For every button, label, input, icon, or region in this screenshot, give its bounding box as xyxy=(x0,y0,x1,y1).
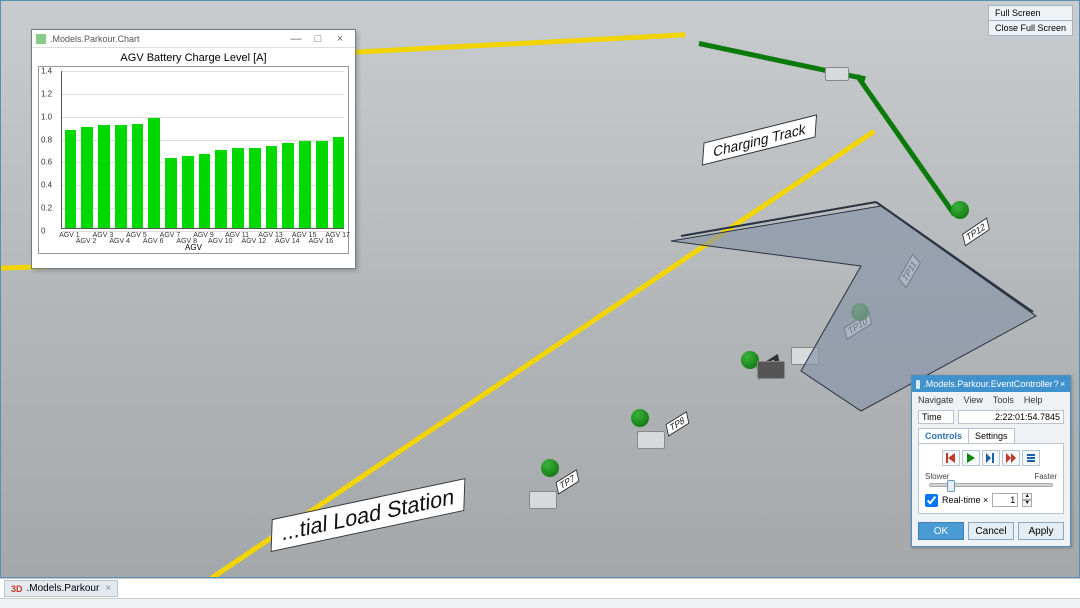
chart-title: AGV Battery Charge Level [A] xyxy=(38,52,349,64)
bottom-tab[interactable]: 3D .Models.Parkour × xyxy=(4,580,118,597)
label-charging-track: Charging Track xyxy=(702,114,817,165)
tab-prefix: 3D xyxy=(11,584,23,594)
play-button[interactable] xyxy=(962,450,980,466)
controller-title: .Models.Parkour.EventController xyxy=(923,379,1053,389)
speed-slider[interactable] xyxy=(929,483,1053,487)
slider-knob[interactable] xyxy=(947,480,955,492)
chart-ytick: 1.2 xyxy=(41,89,52,98)
chart-ytick: 0.4 xyxy=(41,181,52,190)
agv-icon xyxy=(637,431,665,449)
agv-icon xyxy=(825,67,849,81)
chart-xtick: AGV 16 xyxy=(309,238,334,245)
step-button[interactable] xyxy=(982,450,1000,466)
chart-ytick: 1.4 xyxy=(41,67,52,76)
chart-xtick: AGV 12 xyxy=(242,238,267,245)
chart-bar xyxy=(316,141,328,228)
menu-view[interactable]: View xyxy=(964,395,983,405)
menu-help[interactable]: Help xyxy=(1024,395,1043,405)
help-button[interactable]: ? xyxy=(1053,379,1060,389)
tree-icon xyxy=(631,409,649,427)
time-value: 2:22:01:54.7845 xyxy=(958,410,1064,424)
minimize-button[interactable]: — xyxy=(285,33,307,45)
chart-bar xyxy=(266,146,278,228)
chart-xtick: AGV 6 xyxy=(143,238,164,245)
reset-button[interactable] xyxy=(942,450,960,466)
chart-bar xyxy=(65,130,77,228)
track-charging-2 xyxy=(855,74,957,216)
realtime-step-up[interactable]: ▴ xyxy=(1022,493,1032,500)
chart-bar xyxy=(182,156,194,228)
chart-bar xyxy=(299,141,311,228)
slower-label: Slower xyxy=(925,472,949,481)
chart-ytick: 1.0 xyxy=(41,112,52,121)
event-controller-window[interactable]: .Models.Parkour.EventController ? × Navi… xyxy=(911,375,1071,547)
agv-icon xyxy=(529,491,557,509)
chart-window[interactable]: .Models.Parkour.Chart — □ × AGV Battery … xyxy=(31,29,356,269)
label-tp7: TP7 xyxy=(556,469,579,494)
chart-window-title: .Models.Parkour.Chart xyxy=(50,34,140,44)
chart-bar xyxy=(282,143,294,228)
ok-button[interactable]: OK xyxy=(918,522,964,540)
chart-ytick: 0.6 xyxy=(41,158,52,167)
chart-bar xyxy=(132,124,144,228)
chart-ytick: 0 xyxy=(41,227,45,236)
close-fullscreen-button[interactable]: Close Full Screen xyxy=(988,20,1073,36)
close-button[interactable]: × xyxy=(1059,379,1066,389)
tab-controls[interactable]: Controls xyxy=(918,428,969,443)
chart-bar xyxy=(249,148,261,228)
chart-ytick: 0.8 xyxy=(41,135,52,144)
realtime-label: Real-time × xyxy=(942,495,988,505)
chart-bar xyxy=(215,150,227,228)
chart-xtick: AGV 10 xyxy=(208,238,233,245)
chart-bar xyxy=(148,118,160,228)
realtime-step-down[interactable]: ▾ xyxy=(1022,500,1032,507)
cancel-button[interactable]: Cancel xyxy=(968,522,1014,540)
chart-bar xyxy=(333,137,345,228)
chart-bar xyxy=(98,125,110,228)
controller-menu: Navigate View Tools Help xyxy=(912,392,1070,408)
faster-label: Faster xyxy=(1034,472,1057,481)
chart-xtick: AGV 14 xyxy=(275,238,300,245)
bottom-tab-bar: 3D .Models.Parkour × xyxy=(0,578,1080,598)
controls-panel: Slower Faster Real-time × ▴ ▾ xyxy=(918,443,1064,514)
chart-ytick: 0.2 xyxy=(41,204,52,213)
time-label: Time xyxy=(918,410,954,424)
apply-button[interactable]: Apply xyxy=(1018,522,1064,540)
close-button[interactable]: × xyxy=(329,33,351,45)
maximize-button[interactable]: □ xyxy=(307,33,329,45)
viewport-3d[interactable]: Charging Track ...tial Load Station TP7 … xyxy=(0,0,1080,578)
menu-tools[interactable]: Tools xyxy=(993,395,1014,405)
tree-icon xyxy=(541,459,559,477)
chart-xtick: AGV 2 xyxy=(76,238,97,245)
chart-titlebar[interactable]: .Models.Parkour.Chart — □ × xyxy=(32,30,355,48)
chart-area: AGV 00.20.40.60.81.01.21.4AGV 1AGV 2AGV … xyxy=(38,66,349,254)
chart-xtick: AGV 17 xyxy=(325,232,350,239)
menu-navigate[interactable]: Navigate xyxy=(918,395,954,405)
chart-bar xyxy=(232,148,244,228)
chart-xtick: AGV 8 xyxy=(176,238,197,245)
tab-settings[interactable]: Settings xyxy=(968,428,1015,443)
fast-forward-button[interactable] xyxy=(1002,450,1020,466)
chart-bar xyxy=(81,127,93,228)
chart-xtick: AGV 4 xyxy=(109,238,130,245)
chart-bar xyxy=(199,154,211,228)
chart-app-icon xyxy=(36,34,46,44)
tab-close-icon[interactable]: × xyxy=(105,583,111,594)
chart-bar xyxy=(115,125,127,228)
tab-label: .Models.Parkour xyxy=(27,583,100,594)
realtime-value-input[interactable] xyxy=(992,493,1018,507)
chart-bar xyxy=(165,158,177,228)
fullscreen-button[interactable]: Full Screen xyxy=(988,5,1073,20)
controller-titlebar[interactable]: .Models.Parkour.EventController ? × xyxy=(912,376,1070,392)
stop-list-button[interactable] xyxy=(1022,450,1040,466)
label-load-station: ...tial Load Station xyxy=(271,478,466,552)
controller-app-icon xyxy=(916,380,920,389)
realtime-checkbox[interactable] xyxy=(925,494,938,507)
status-strip xyxy=(0,598,1080,608)
